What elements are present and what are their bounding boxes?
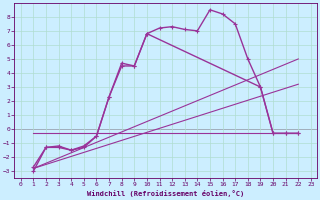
- X-axis label: Windchill (Refroidissement éolien,°C): Windchill (Refroidissement éolien,°C): [87, 190, 244, 197]
